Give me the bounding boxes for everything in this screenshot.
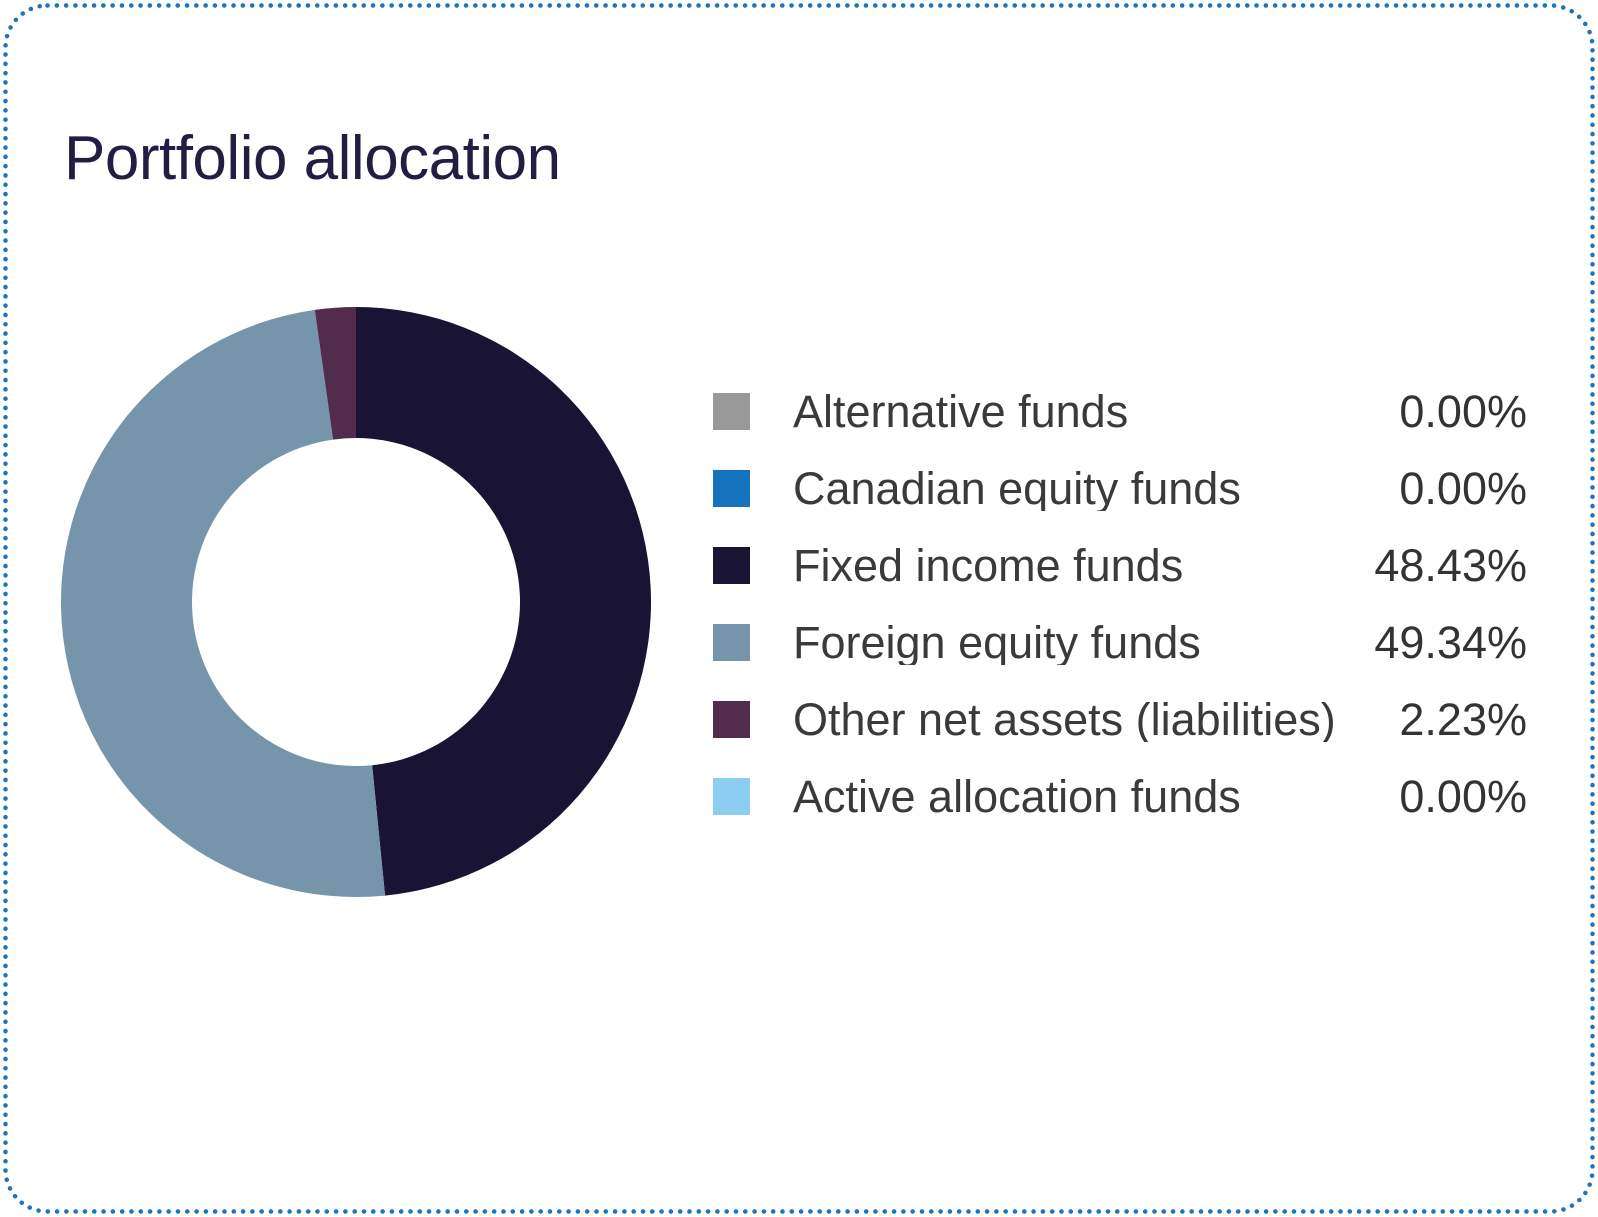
legend-item: Alternative funds 0.00% <box>713 373 1527 450</box>
legend-swatch <box>713 547 750 584</box>
legend-swatch <box>713 624 750 661</box>
legend-swatch <box>713 701 750 738</box>
page-title: Portfolio allocation <box>64 124 561 193</box>
legend-item: Canadian equity funds 0.00% <box>713 450 1527 527</box>
legend-item: Active allocation funds 0.00% <box>713 758 1527 835</box>
legend-label: Alternative funds <box>793 389 1129 434</box>
donut-segment-foreign-equity-funds <box>61 309 386 897</box>
legend-value: 48.43% <box>1374 540 1527 591</box>
legend-label: Other net assets (liabilities) <box>793 697 1336 742</box>
donut-segment-fixed-income-funds <box>356 307 651 896</box>
donut-segment-other-net-assets-liabilities <box>314 307 356 440</box>
legend-label: Fixed income funds <box>793 543 1184 588</box>
legend-swatch <box>713 470 750 507</box>
legend-value: 0.00% <box>1399 386 1527 437</box>
legend-item: Other net assets (liabilities) 2.23% <box>713 681 1527 758</box>
legend-swatch <box>713 393 750 430</box>
legend-value: 0.00% <box>1399 771 1527 822</box>
chart-legend: Alternative funds 0.00% Canadian equity fu… <box>713 373 1527 835</box>
legend-label: Canadian equity funds <box>793 466 1241 511</box>
legend-swatch <box>713 778 750 815</box>
legend-label: Foreign equity funds <box>793 620 1201 665</box>
legend-item: Fixed income funds 48.43% <box>713 527 1527 604</box>
legend-item: Foreign equity funds 49.34% <box>713 604 1527 681</box>
legend-value: 0.00% <box>1399 463 1527 514</box>
legend-label: Active allocation funds <box>793 774 1241 819</box>
donut-chart <box>61 307 651 897</box>
legend-value: 2.23% <box>1399 694 1527 745</box>
legend-value: 49.34% <box>1374 617 1527 668</box>
